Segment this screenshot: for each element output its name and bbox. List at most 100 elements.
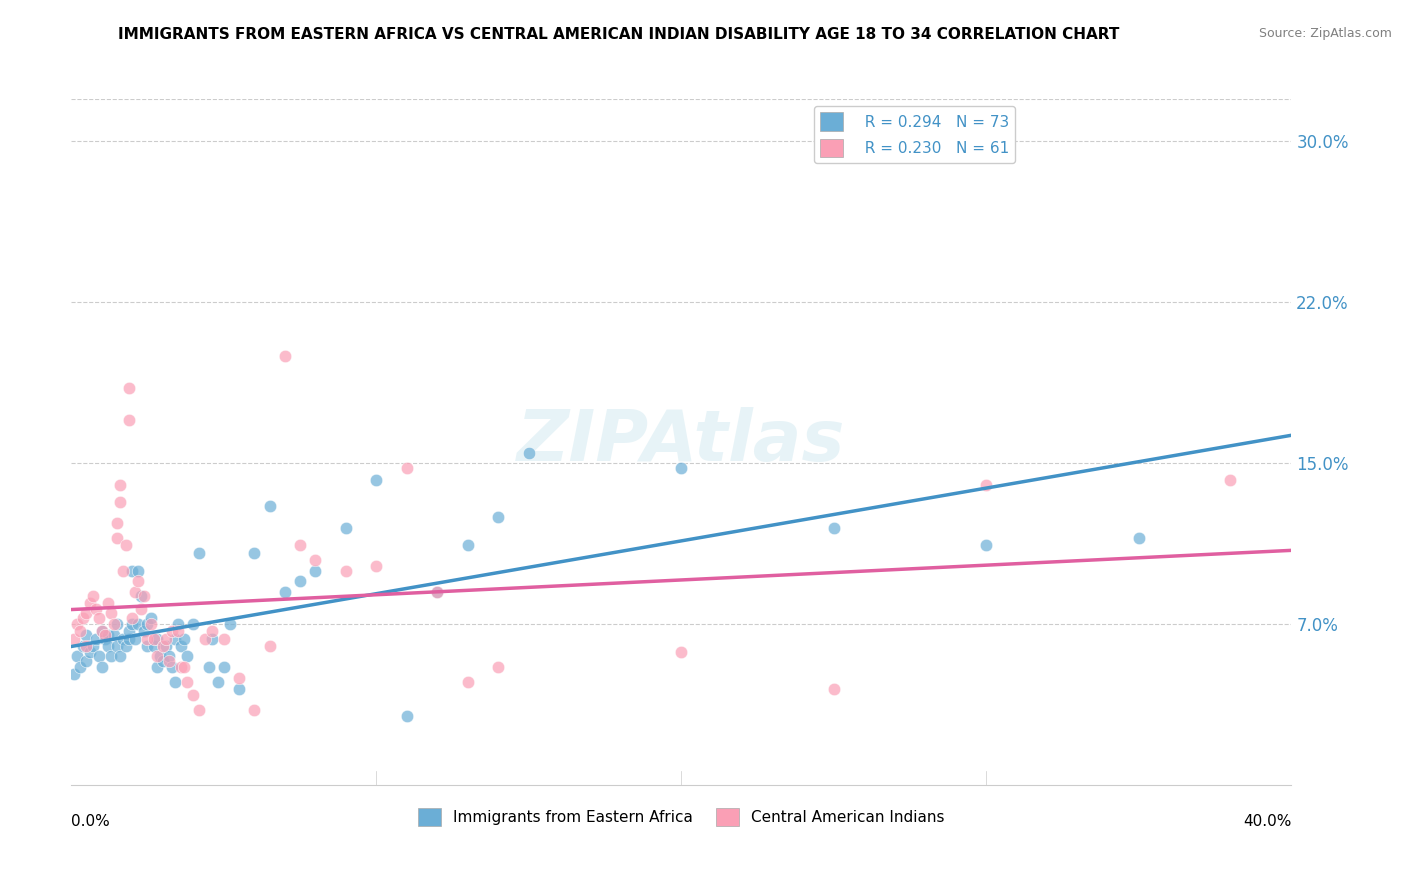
Point <box>167 624 190 638</box>
Point <box>200 632 222 647</box>
Point <box>103 617 125 632</box>
Point <box>976 477 998 491</box>
Point <box>188 546 211 560</box>
Point <box>335 521 357 535</box>
Point <box>671 460 693 475</box>
Point <box>160 660 183 674</box>
Point <box>112 564 135 578</box>
Point <box>170 660 193 674</box>
Point <box>181 617 204 632</box>
Point <box>976 538 998 552</box>
Point <box>100 607 122 621</box>
Point <box>90 624 112 638</box>
Text: ZIPAtlas: ZIPAtlas <box>517 408 845 476</box>
Point <box>76 628 98 642</box>
Point <box>1219 474 1241 488</box>
Point <box>155 632 177 647</box>
Point <box>87 649 110 664</box>
Point <box>63 632 86 647</box>
Point <box>176 649 198 664</box>
Point <box>288 574 311 589</box>
Point <box>145 649 167 664</box>
Point <box>105 617 128 632</box>
Point <box>127 617 149 632</box>
Point <box>84 632 107 647</box>
Point <box>395 460 418 475</box>
Text: 40.0%: 40.0% <box>1243 814 1291 830</box>
Point <box>194 632 217 647</box>
Point <box>200 624 222 638</box>
Point <box>87 611 110 625</box>
Point <box>152 639 174 653</box>
Point <box>118 381 141 395</box>
Point <box>157 649 180 664</box>
Point <box>108 649 131 664</box>
Point <box>259 639 281 653</box>
Point <box>426 585 449 599</box>
Point <box>152 654 174 668</box>
Point <box>115 639 138 653</box>
Legend: Immigrants from Eastern Africa, Central American Indians: Immigrants from Eastern Africa, Central … <box>412 802 950 832</box>
Point <box>131 589 153 603</box>
Point <box>170 639 193 653</box>
Point <box>228 681 250 696</box>
Point <box>457 675 479 690</box>
Point <box>121 564 143 578</box>
Point <box>212 660 235 674</box>
Point <box>157 654 180 668</box>
Point <box>105 532 128 546</box>
Point <box>108 477 131 491</box>
Point <box>134 624 156 638</box>
Point <box>127 574 149 589</box>
Text: Source: ZipAtlas.com: Source: ZipAtlas.com <box>1258 27 1392 40</box>
Point <box>163 632 186 647</box>
Point <box>1128 532 1150 546</box>
Point <box>90 624 112 638</box>
Point <box>66 617 89 632</box>
Point <box>124 632 146 647</box>
Point <box>486 509 509 524</box>
Point <box>105 516 128 531</box>
Point <box>176 675 198 690</box>
Point <box>142 632 165 647</box>
Point <box>94 628 117 642</box>
Point <box>127 564 149 578</box>
Point <box>671 645 693 659</box>
Point <box>145 632 167 647</box>
Point <box>97 628 120 642</box>
Point <box>118 624 141 638</box>
Point <box>228 671 250 685</box>
Text: 0.0%: 0.0% <box>72 814 110 830</box>
Point <box>274 585 297 599</box>
Point <box>94 632 117 647</box>
Point <box>212 632 235 647</box>
Point <box>139 617 162 632</box>
Point <box>243 546 266 560</box>
Point <box>160 624 183 638</box>
Point <box>218 617 240 632</box>
Point <box>197 660 219 674</box>
Point <box>118 632 141 647</box>
Point <box>304 553 326 567</box>
Point <box>97 596 120 610</box>
Point <box>124 585 146 599</box>
Point <box>108 495 131 509</box>
Point <box>82 589 104 603</box>
Point <box>181 688 204 702</box>
Point <box>243 703 266 717</box>
Point <box>173 660 195 674</box>
Point <box>72 611 94 625</box>
Point <box>100 649 122 664</box>
Point <box>63 666 86 681</box>
Point <box>207 675 229 690</box>
Point <box>288 538 311 552</box>
Point <box>823 681 845 696</box>
Point <box>136 639 159 653</box>
Point <box>259 499 281 513</box>
Point <box>304 564 326 578</box>
Point <box>139 611 162 625</box>
Point <box>118 413 141 427</box>
Point <box>823 521 845 535</box>
Point <box>79 596 101 610</box>
Point <box>457 538 479 552</box>
